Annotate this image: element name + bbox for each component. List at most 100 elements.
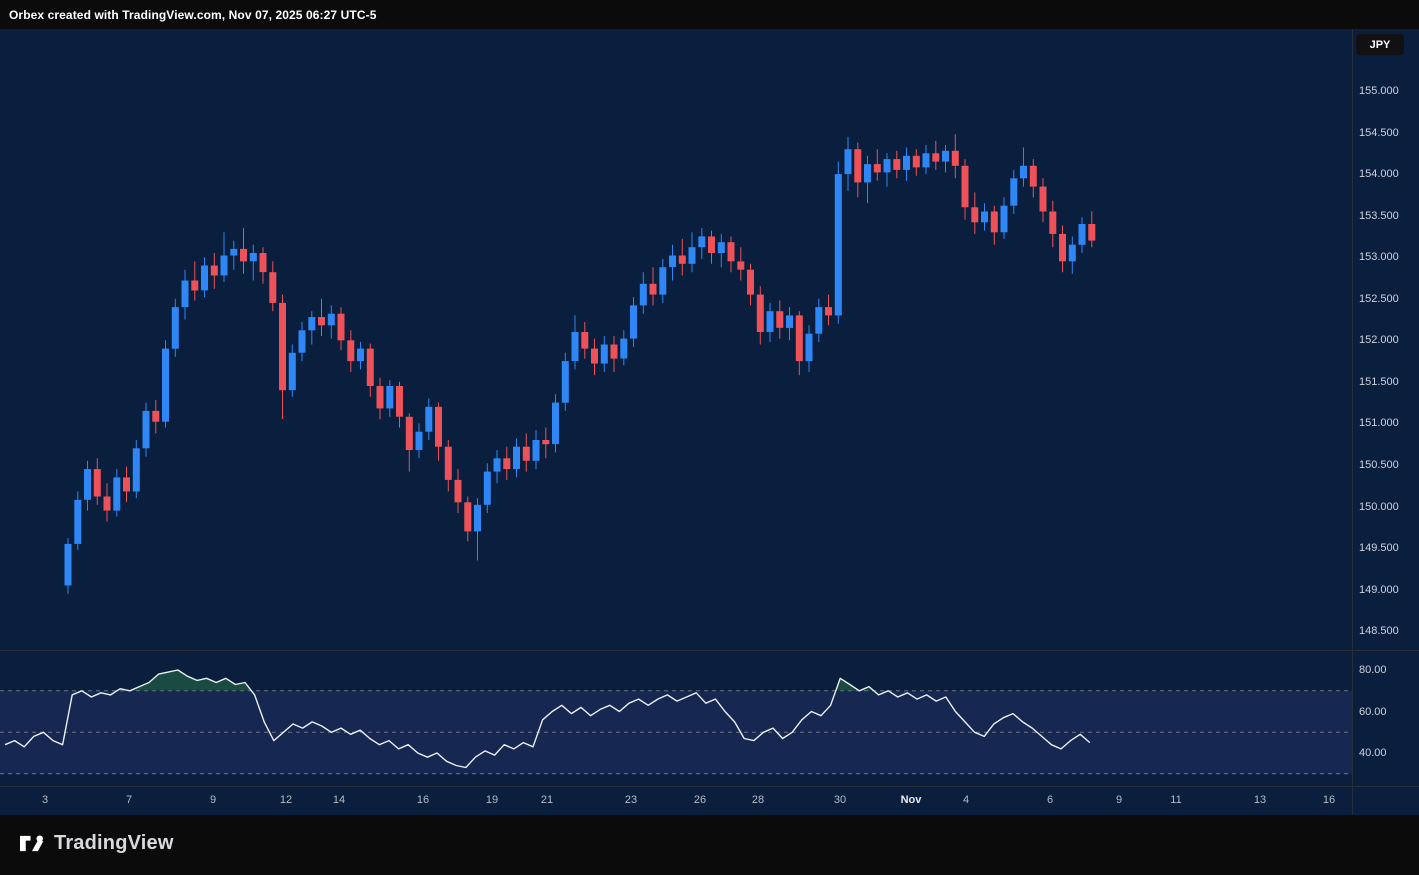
candle [279, 302, 286, 391]
candle [493, 458, 501, 472]
candle [308, 317, 316, 331]
candle [435, 406, 442, 447]
candle [552, 402, 559, 445]
candle [113, 477, 121, 511]
rsi-axis-label: 60.00 [1359, 706, 1387, 718]
candle [298, 330, 306, 353]
candle [766, 311, 774, 332]
candle [532, 440, 540, 461]
candle [366, 348, 374, 386]
candle [893, 159, 901, 170]
price-axis-label: 152.500 [1359, 293, 1399, 305]
price-axis-label: 151.500 [1359, 376, 1399, 388]
candle [171, 307, 179, 349]
candle [474, 504, 481, 532]
candle [727, 242, 735, 262]
candle [669, 255, 676, 268]
candle [347, 340, 355, 362]
candle [756, 294, 764, 332]
candle [93, 469, 101, 497]
candle [942, 150, 949, 162]
candle [483, 471, 491, 505]
time-axis-label: 9 [209, 794, 217, 806]
symbol-badge[interactable]: JPY [1356, 34, 1404, 55]
price-pane-canvas[interactable] [0, 29, 1352, 650]
price-axis-label: 149.000 [1359, 584, 1399, 596]
price-axis-label: 152.000 [1359, 334, 1399, 346]
candle [415, 431, 423, 450]
candle [103, 496, 111, 511]
rsi-pane-canvas[interactable] [0, 651, 1352, 785]
candle [600, 344, 608, 364]
candle [620, 338, 628, 359]
candle [513, 446, 520, 470]
pane-separator[interactable] [0, 650, 1419, 651]
candle [210, 265, 218, 276]
footer-bar: TradingView [0, 815, 1419, 875]
candle [142, 410, 150, 449]
price-axis-label: 151.000 [1359, 417, 1399, 429]
time-axis-label: 26 [693, 794, 707, 806]
candle [688, 247, 696, 264]
candle [1010, 178, 1018, 206]
candle [337, 313, 345, 341]
price-axis-separator [1352, 29, 1353, 815]
candle [825, 307, 832, 316]
candle [123, 477, 130, 492]
candle [357, 348, 364, 362]
time-axis-label: 16 [1322, 794, 1336, 806]
candle [795, 315, 803, 362]
candle [581, 332, 589, 349]
candle [376, 386, 384, 409]
tradingview-logo-text: TradingView [54, 832, 174, 854]
time-axis-label: 7 [125, 794, 133, 806]
candle [288, 352, 296, 391]
candle [1049, 211, 1057, 234]
time-axis[interactable]: 3 7 9 12 14 16 19 21 23 26 28 30 Nov 4 6 9 11 13 16 [0, 786, 1352, 815]
candle [386, 386, 394, 409]
price-axis-label: 148.500 [1359, 625, 1399, 637]
time-axis-label: 16 [416, 794, 430, 806]
candle [864, 164, 871, 183]
candle [737, 261, 745, 270]
rsi-axis-label: 80.00 [1359, 664, 1387, 676]
time-axis-label: 23 [624, 794, 638, 806]
tradingview-logo[interactable]: TradingView [18, 832, 174, 855]
candle [844, 149, 852, 175]
candle [269, 272, 277, 303]
candle [259, 253, 267, 273]
price-axis-label: 149.500 [1359, 542, 1399, 554]
candle [805, 333, 813, 362]
candle [1088, 224, 1096, 241]
candle [678, 255, 686, 264]
candle [1020, 165, 1027, 179]
candle [708, 236, 715, 253]
candle [1000, 205, 1008, 233]
candle [834, 174, 842, 316]
candle [981, 211, 988, 223]
time-axis-label: 28 [751, 794, 765, 806]
candle [698, 236, 706, 248]
candle [951, 150, 959, 166]
candle [132, 448, 140, 492]
candle [903, 155, 910, 170]
candle [659, 267, 667, 295]
price-axis-label: 150.000 [1359, 501, 1399, 513]
candle [1068, 244, 1076, 262]
candle [873, 164, 881, 173]
price-axis-label: 150.500 [1359, 459, 1399, 471]
candle [522, 446, 530, 461]
candle [396, 386, 403, 417]
candle [854, 149, 862, 183]
price-axis[interactable]: JPY 155.000 154.500 154.000 153.500 153.000 1… [1352, 29, 1419, 786]
candle [230, 248, 238, 256]
candle [503, 458, 511, 470]
candle [220, 255, 228, 276]
candle [639, 283, 647, 306]
time-axis-label: 6 [1046, 794, 1054, 806]
candle [1078, 224, 1086, 245]
price-axis-label: 153.500 [1359, 210, 1399, 222]
candle [971, 207, 979, 223]
time-axis-label: 14 [332, 794, 346, 806]
